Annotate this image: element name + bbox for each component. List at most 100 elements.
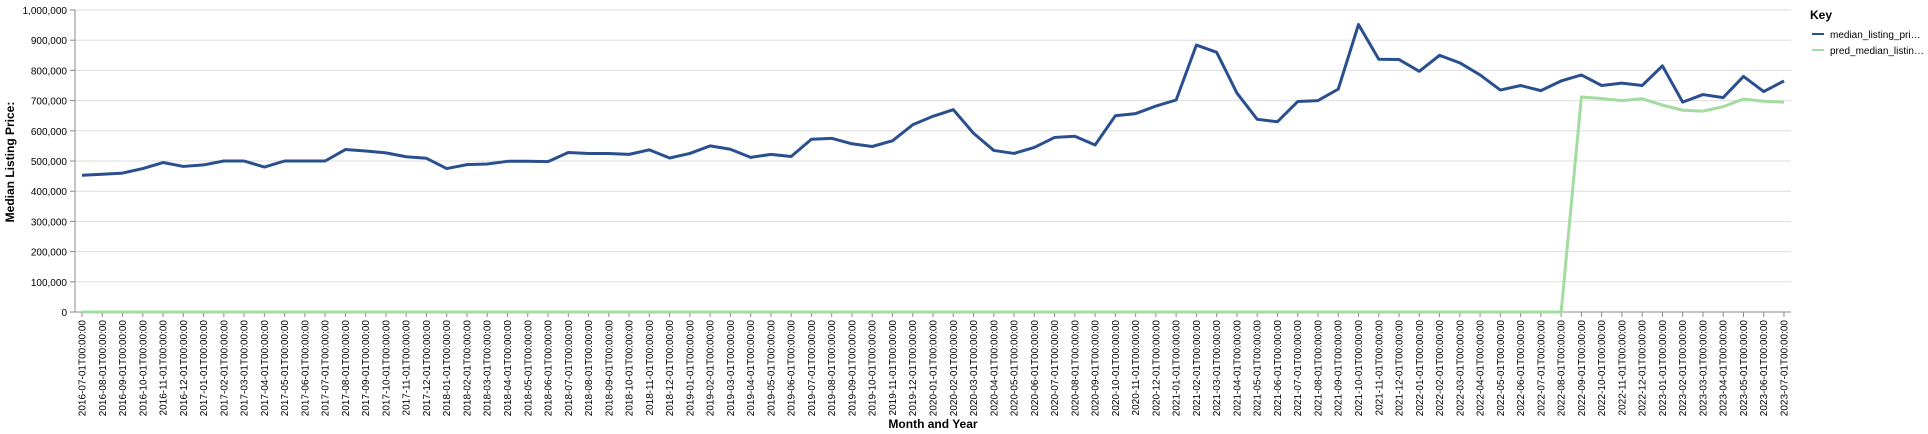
legend-title: Key — [1810, 8, 1832, 22]
x-tick-label: 2021-05-01T00:00:00 — [1253, 320, 1264, 417]
x-tick-label: 2021-09-01T00:00:00 — [1334, 320, 1345, 417]
x-tick-label: 2023-02-01T00:00:00 — [1678, 320, 1689, 417]
x-tick-label: 2020-05-01T00:00:00 — [1010, 320, 1021, 417]
x-tick-label: 2022-09-01T00:00:00 — [1577, 320, 1588, 417]
x-tick-label: 2020-11-01T00:00:00 — [1131, 320, 1142, 416]
line-series — [82, 95, 1785, 314]
x-tick-label: 2022-11-01T00:00:00 — [1617, 320, 1628, 416]
x-tick-label: 2018-11-01T00:00:00 — [645, 320, 656, 416]
y-tick-label: 100,000 — [31, 278, 68, 289]
x-tick-label: 2020-10-01T00:00:00 — [1111, 320, 1122, 417]
x-tick-label: 2023-05-01T00:00:00 — [1739, 320, 1750, 417]
x-tick-label: 2016-12-01T00:00:00 — [179, 320, 190, 417]
x-tick-label: 2018-08-01T00:00:00 — [584, 320, 595, 417]
x-tick-label: 2018-01-01T00:00:00 — [442, 320, 453, 417]
x-tick-label: 2022-04-01T00:00:00 — [1476, 320, 1487, 417]
x-tick-label: 2020-06-01T00:00:00 — [1030, 320, 1041, 417]
x-tick-label: 2022-06-01T00:00:00 — [1516, 320, 1527, 417]
x-tick-label: 2018-07-01T00:00:00 — [564, 320, 575, 417]
x-tick-label: 2020-03-01T00:00:00 — [969, 320, 980, 417]
x-tick-label: 2017-04-01T00:00:00 — [260, 320, 271, 417]
x-tick-label: 2021-08-01T00:00:00 — [1313, 320, 1324, 417]
legend-label: median_listing_pri… — [1830, 30, 1921, 41]
x-tick-label: 2022-08-01T00:00:00 — [1557, 320, 1568, 417]
x-tick-label: 2023-04-01T00:00:00 — [1719, 320, 1730, 417]
x-tick-label: 2016-07-01T00:00:00 — [78, 320, 89, 417]
y-tick-label: 1,000,000 — [23, 6, 68, 17]
x-tick-label: 2020-02-01T00:00:00 — [949, 320, 960, 417]
y-tick-label: 200,000 — [31, 248, 68, 259]
x-tick-label: 2017-10-01T00:00:00 — [381, 320, 392, 417]
x-tick-label: 2018-09-01T00:00:00 — [604, 320, 615, 417]
x-tick-label: 2019-04-01T00:00:00 — [746, 320, 757, 417]
legend-label: pred_median_listin… — [1830, 46, 1924, 57]
y-tick-label: 600,000 — [31, 127, 68, 138]
x-tick-label: 2023-06-01T00:00:00 — [1759, 320, 1770, 417]
x-tick-label: 2020-04-01T00:00:00 — [989, 320, 1000, 417]
y-tick-label: 800,000 — [31, 66, 68, 77]
x-tick-label: 2022-02-01T00:00:00 — [1435, 320, 1446, 417]
x-tick-label: 2016-10-01T00:00:00 — [138, 320, 149, 417]
x-tick-label: 2022-12-01T00:00:00 — [1638, 320, 1649, 417]
x-tick-label: 2022-01-01T00:00:00 — [1415, 320, 1426, 417]
x-tick-label: 2022-03-01T00:00:00 — [1455, 320, 1466, 417]
x-tick-label: 2016-09-01T00:00:00 — [118, 320, 129, 417]
x-tick-label: 2021-11-01T00:00:00 — [1374, 320, 1385, 416]
x-tick-label: 2018-03-01T00:00:00 — [483, 320, 494, 417]
x-tick-label: 2018-06-01T00:00:00 — [544, 320, 555, 417]
x-tick-label: 2022-07-01T00:00:00 — [1536, 320, 1547, 417]
x-tick-label: 2017-06-01T00:00:00 — [300, 320, 311, 417]
x-tick-label: 2020-12-01T00:00:00 — [1151, 320, 1162, 417]
x-tick-label: 2019-10-01T00:00:00 — [868, 320, 879, 417]
x-tick-label: 2017-05-01T00:00:00 — [280, 320, 291, 417]
x-tick-label: 2017-07-01T00:00:00 — [321, 320, 332, 417]
y-axis-title: Median Listing Price: — [3, 102, 17, 223]
y-tick-label: 700,000 — [31, 97, 68, 108]
y-tick-label: 300,000 — [31, 217, 68, 228]
x-tick-label: 2016-11-01T00:00:00 — [159, 320, 170, 416]
x-tick-label: 2018-05-01T00:00:00 — [523, 320, 534, 417]
x-tick-label: 2019-06-01T00:00:00 — [787, 320, 798, 417]
x-tick-label: 2020-08-01T00:00:00 — [1070, 320, 1081, 417]
x-tick-label: 2021-06-01T00:00:00 — [1273, 320, 1284, 417]
x-tick-label: 2019-11-01T00:00:00 — [888, 320, 899, 416]
x-tick-label: 2023-03-01T00:00:00 — [1698, 320, 1709, 417]
x-tick-label: 2021-10-01T00:00:00 — [1354, 320, 1365, 417]
x-tick-label: 2017-08-01T00:00:00 — [341, 320, 352, 417]
x-tick-label: 2020-07-01T00:00:00 — [1050, 320, 1061, 417]
x-tick-label: 2018-02-01T00:00:00 — [462, 320, 473, 417]
x-tick-label: 2021-12-01T00:00:00 — [1395, 320, 1406, 417]
x-tick-label: 2019-03-01T00:00:00 — [726, 320, 737, 417]
x-tick-label: 2021-03-01T00:00:00 — [1212, 320, 1223, 417]
x-tick-label: 2021-02-01T00:00:00 — [1192, 320, 1203, 417]
x-tick-label: 2023-07-01T00:00:00 — [1780, 320, 1791, 417]
x-tick-label: 2020-01-01T00:00:00 — [929, 320, 940, 417]
x-tick-label: 2022-10-01T00:00:00 — [1597, 320, 1608, 417]
x-tick-label: 2018-12-01T00:00:00 — [665, 320, 676, 417]
line-series — [81, 23, 1785, 177]
y-tick-label: 900,000 — [31, 36, 68, 47]
y-tick-label: 0 — [61, 308, 67, 319]
x-tick-label: 2019-08-01T00:00:00 — [827, 320, 838, 417]
x-tick-label: 2019-05-01T00:00:00 — [766, 320, 777, 417]
x-tick-label: 2021-07-01T00:00:00 — [1293, 320, 1304, 417]
x-tick-label: 2017-03-01T00:00:00 — [240, 320, 251, 417]
x-axis-title: Month and Year — [888, 417, 977, 431]
x-tick-label: 2019-09-01T00:00:00 — [847, 320, 858, 417]
x-tick-label: 2017-09-01T00:00:00 — [361, 320, 372, 417]
y-tick-label: 400,000 — [31, 187, 68, 198]
x-tick-label: 2018-10-01T00:00:00 — [625, 320, 636, 417]
x-tick-label: 2022-05-01T00:00:00 — [1496, 320, 1507, 417]
x-tick-label: 2017-02-01T00:00:00 — [219, 320, 230, 417]
x-tick-label: 2023-01-01T00:00:00 — [1658, 320, 1669, 417]
x-tick-label: 2017-12-01T00:00:00 — [422, 320, 433, 417]
x-tick-label: 2019-02-01T00:00:00 — [706, 320, 717, 417]
x-tick-label: 2020-09-01T00:00:00 — [1091, 320, 1102, 417]
x-tick-label: 2021-01-01T00:00:00 — [1172, 320, 1183, 417]
x-tick-label: 2021-04-01T00:00:00 — [1232, 320, 1243, 417]
x-tick-label: 2016-08-01T00:00:00 — [98, 320, 109, 417]
x-tick-label: 2018-04-01T00:00:00 — [503, 320, 514, 417]
y-tick-label: 500,000 — [31, 157, 68, 168]
x-tick-label: 2019-01-01T00:00:00 — [685, 320, 696, 417]
